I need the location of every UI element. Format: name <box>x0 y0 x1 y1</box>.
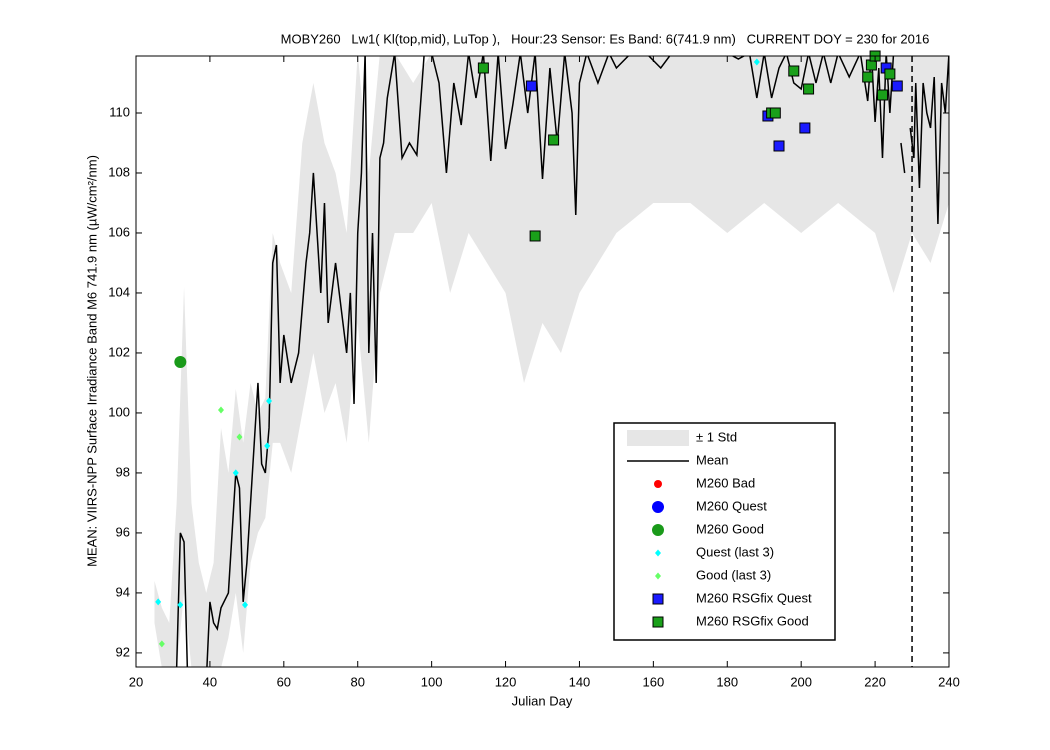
x-tick-label: 40 <box>203 674 217 689</box>
diamond-marker <box>266 397 273 405</box>
chart-title: MOBY260 Lw1( Kl(top,mid), LuTop ), Hour:… <box>281 31 930 46</box>
legend-box <box>613 422 836 641</box>
square-marker <box>788 65 800 77</box>
legend-label: M260 Bad <box>696 475 755 490</box>
axes-box <box>135 55 950 668</box>
legend: ± 1 Std Mean M260 Bad M260 Quest M260 Good Qu… <box>613 422 836 641</box>
legend-label: ± 1 Std <box>696 429 737 444</box>
diamond-marker <box>753 58 760 66</box>
diamond-marker <box>177 601 184 609</box>
x-tick-label: 240 <box>938 674 960 689</box>
diamond-marker <box>232 469 239 477</box>
y-tick-label: 106 <box>108 224 130 239</box>
circle-marker <box>652 501 664 513</box>
y-tick-label: 96 <box>116 524 130 539</box>
diamond-marker <box>158 640 165 648</box>
y-tick-label: 102 <box>108 344 130 359</box>
legend-label: M260 RSGfix Good <box>696 613 809 628</box>
square-marker <box>803 83 815 95</box>
plot-area <box>154 56 949 667</box>
legend-label: Quest (last 3) <box>696 544 774 559</box>
mean-line <box>175 56 949 667</box>
square-marker <box>773 140 785 152</box>
square-marker <box>769 107 781 119</box>
x-tick-label: 220 <box>864 674 886 689</box>
x-tick-label: 140 <box>569 674 591 689</box>
diamond-marker <box>655 549 661 557</box>
std-band <box>154 56 949 667</box>
square-marker <box>799 122 811 134</box>
legend-label: M260 Good <box>696 521 764 536</box>
square-marker <box>891 80 903 92</box>
diamond-marker <box>217 406 224 414</box>
diamond-marker <box>655 572 661 580</box>
x-tick-label: 120 <box>495 674 517 689</box>
y-tick-label: 92 <box>116 644 130 659</box>
square-marker <box>525 80 537 92</box>
x-tick-label: 160 <box>643 674 665 689</box>
circle-marker <box>652 524 664 536</box>
diamond-marker <box>236 433 243 441</box>
x-tick-label: 200 <box>790 674 812 689</box>
y-tick-label: 100 <box>108 404 130 419</box>
y-tick-label: 98 <box>116 464 130 479</box>
legend-label: M260 RSGfix Quest <box>696 590 812 605</box>
y-tick-label: 104 <box>108 284 130 299</box>
y-tick-label: 94 <box>116 584 130 599</box>
x-tick-label: 100 <box>421 674 443 689</box>
diamond-marker <box>264 442 271 450</box>
diamond-marker <box>242 601 249 609</box>
x-tick-label: 80 <box>350 674 364 689</box>
square-marker <box>548 134 560 146</box>
square-marker <box>862 71 874 83</box>
square-marker <box>876 89 888 101</box>
square-marker <box>477 62 489 74</box>
square-marker <box>884 68 896 80</box>
x-tick-label: 60 <box>277 674 291 689</box>
square-marker <box>529 230 541 242</box>
legend-label: M260 Quest <box>696 498 767 513</box>
x-tick-label: 180 <box>716 674 738 689</box>
legend-label: Good (last 3) <box>696 567 771 582</box>
diamond-marker <box>155 598 162 606</box>
circle-marker <box>174 355 187 368</box>
square-marker <box>652 593 664 605</box>
x-tick-label: 20 <box>129 674 143 689</box>
legend-swatch <box>627 430 689 446</box>
y-axis-label: MEAN: VIIRS-NPP Surface Irradiance Band … <box>84 155 99 567</box>
dot-marker <box>654 480 662 488</box>
x-axis-label: Julian Day <box>512 693 573 708</box>
square-marker <box>652 616 664 628</box>
y-tick-label: 110 <box>109 104 130 119</box>
legend-label: Mean <box>696 452 729 467</box>
y-tick-label: 108 <box>108 164 130 179</box>
